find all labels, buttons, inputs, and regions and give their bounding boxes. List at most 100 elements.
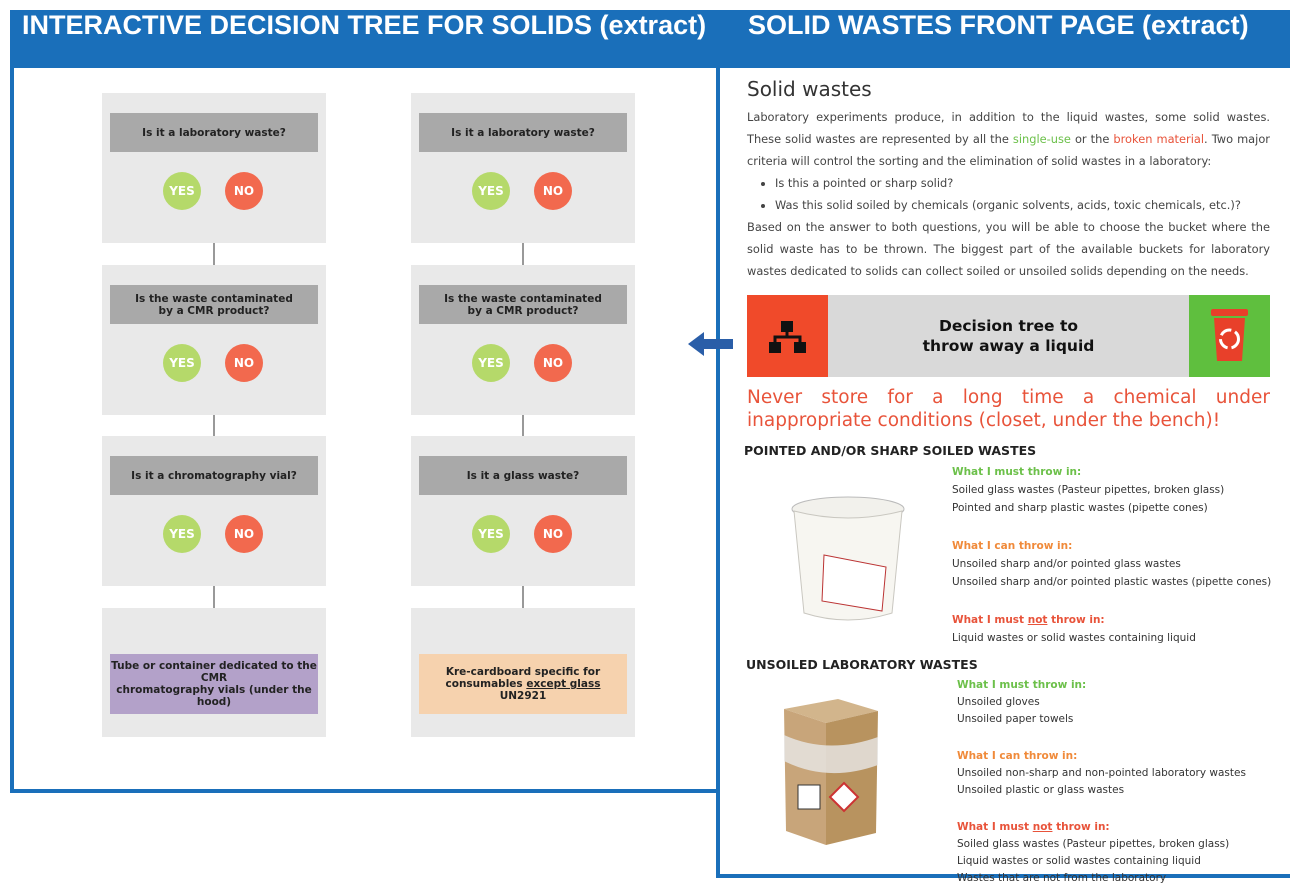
yes-button[interactable]: YES: [472, 344, 510, 382]
step-box: Is it a laboratory waste? YES NO: [102, 93, 326, 243]
no-button[interactable]: NO: [225, 172, 263, 210]
item-line: Unsoiled paper towels: [957, 711, 1086, 728]
text-segment: What I must throw in:: [952, 466, 1081, 478]
connector: [522, 415, 524, 436]
result-line: Kre-cardboard specific for: [446, 666, 600, 678]
right-title: SOLID WASTES FRONT PAGE (extract): [748, 10, 1249, 68]
no-button[interactable]: NO: [534, 172, 572, 210]
text-segment: not: [1033, 821, 1053, 833]
item-group: What I can throw in: Unsoiled non-sharp a…: [957, 748, 1246, 799]
item-line: Pointed and sharp plastic wastes (pipett…: [952, 499, 1224, 517]
text-segment: What I must: [957, 821, 1033, 833]
group-label: What I can throw in:: [952, 537, 1271, 555]
bucket-image: [790, 495, 910, 630]
item-group: What I must throw in: Soiled glass wastes…: [952, 463, 1224, 517]
no-button[interactable]: NO: [225, 344, 263, 382]
group-label: What I must not throw in:: [957, 819, 1229, 836]
text-segment: What I must: [952, 614, 1028, 626]
item-line: Unsoiled plastic or glass wastes: [957, 782, 1246, 799]
question-text: Is the waste contaminated: [444, 293, 602, 305]
item-line: Unsoiled gloves: [957, 694, 1086, 711]
text-segment: UN2921: [500, 690, 547, 702]
step-box: Is it a glass waste? YES NO: [411, 436, 635, 586]
page-content: Solid wastes Laboratory experiments prod…: [747, 76, 1270, 282]
question-bar: Is it a glass waste?: [419, 456, 627, 495]
step-box: Is it a laboratory waste? YES NO: [411, 93, 635, 243]
bin-icon: [1189, 295, 1270, 377]
bullet-list: Is this a pointed or sharp solid?Was thi…: [747, 172, 1270, 216]
no-button[interactable]: NO: [225, 515, 263, 553]
question-text: by a CMR product?: [159, 305, 270, 317]
text-segment: Tube or container dedicated to the CMR: [111, 660, 317, 684]
left-title: INTERACTIVE DECISION TREE FOR SOLIDS (ex…: [22, 10, 706, 68]
paragraph: Laboratory experiments produce, in addit…: [747, 106, 1270, 172]
question-text: Is it a glass waste?: [467, 470, 579, 482]
text-segment: Based on the answer to both questions, y…: [747, 220, 1270, 278]
text-segment: except glass: [526, 678, 600, 690]
yes-button[interactable]: YES: [472, 172, 510, 210]
box-image: [778, 695, 882, 855]
text-segment: What I can throw in:: [952, 540, 1072, 552]
item-line: Liquid wastes or solid wastes containing…: [957, 853, 1229, 870]
item-line: Wastes that are not from the laboratory: [957, 870, 1229, 887]
text-segment: What I can throw in:: [957, 750, 1077, 762]
no-button[interactable]: NO: [534, 515, 572, 553]
yes-button[interactable]: YES: [472, 515, 510, 553]
banner-line: Decision tree to: [939, 316, 1078, 336]
connector: [213, 243, 215, 265]
section-title: UNSOILED LABORATORY WASTES: [746, 657, 1286, 672]
no-button[interactable]: NO: [534, 344, 572, 382]
item-line: Soiled glass wastes (Pasteur pipettes, b…: [952, 481, 1224, 499]
bullet: Was this solid soiled by chemicals (orga…: [775, 194, 1270, 216]
bullet: Is this a pointed or sharp solid?: [775, 172, 1270, 194]
page-title: Solid wastes: [747, 76, 1270, 102]
item-group: What I can throw in: Unsoiled sharp and/o…: [952, 537, 1271, 591]
result-line: consumables except glass: [446, 678, 601, 690]
result-line: chromatography vials (under the hood): [110, 684, 318, 708]
page: INTERACTIVE DECISION TREE FOR SOLIDS (ex…: [0, 0, 1290, 878]
group-label: What I must throw in:: [957, 677, 1086, 694]
question-text: Is it a chromatography vial?: [131, 470, 297, 482]
question-text: Is the waste contaminated: [135, 293, 293, 305]
text-segment: single-use: [1013, 132, 1071, 146]
connector: [522, 243, 524, 265]
yes-button[interactable]: YES: [163, 172, 201, 210]
text-segment: consumables: [446, 678, 527, 690]
question-text: by a CMR product?: [468, 305, 579, 317]
text-segment: throw in:: [1047, 614, 1104, 626]
group-label: What I must not throw in:: [952, 611, 1196, 629]
item-line: Soiled glass wastes (Pasteur pipettes, b…: [957, 836, 1229, 853]
connector: [213, 415, 215, 436]
question-text: Is it a laboratory waste?: [142, 127, 286, 139]
text-segment: Kre-cardboard specific for: [446, 666, 600, 678]
item-line: Unsoiled sharp and/or pointed glass wast…: [952, 555, 1271, 573]
tree-icon: [747, 295, 828, 377]
text-segment: chromatography vials (under the hood): [116, 684, 312, 708]
question-bar: Is it a chromatography vial?: [110, 456, 318, 495]
group-label: What I can throw in:: [957, 748, 1246, 765]
item-group: What I must throw in:Unsoiled glovesUnso…: [957, 677, 1086, 728]
question-bar: Is it a laboratory waste?: [110, 113, 318, 152]
banner-line: throw away a liquid: [923, 336, 1095, 356]
step-box: Is it a chromatography vial? YES NO: [102, 436, 326, 586]
question-text: Is it a laboratory waste?: [451, 127, 595, 139]
item-group: What I must not throw in:Liquid wastes o…: [952, 611, 1196, 647]
arrow: [686, 330, 736, 358]
yes-button[interactable]: YES: [163, 344, 201, 382]
connector: [213, 586, 215, 608]
text-segment: throw in:: [1052, 821, 1109, 833]
yes-button[interactable]: YES: [163, 515, 201, 553]
result-line: Tube or container dedicated to the CMR: [110, 660, 318, 684]
item-line: Unsoiled non-sharp and non-pointed labor…: [957, 765, 1246, 782]
item-line: Unsoiled sharp and/or pointed plastic wa…: [952, 573, 1271, 591]
